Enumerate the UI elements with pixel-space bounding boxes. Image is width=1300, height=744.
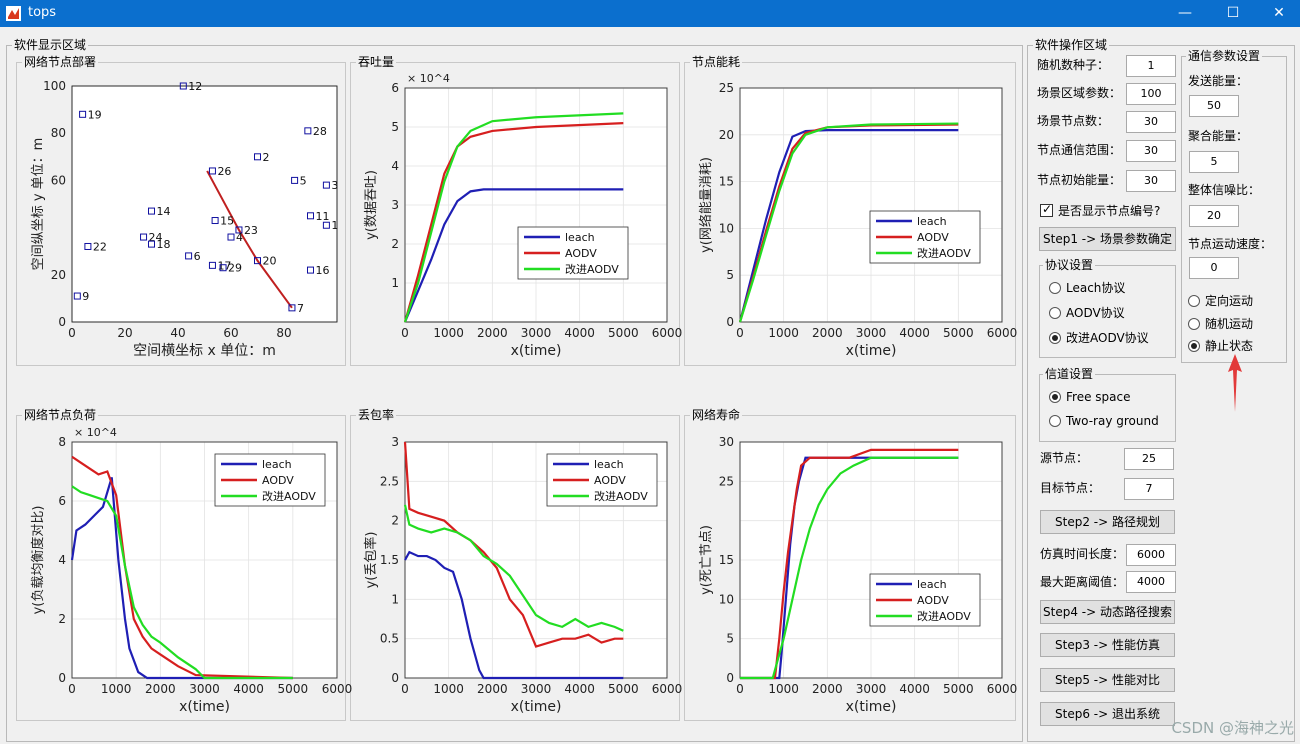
radio-dot[interactable] <box>1188 340 1200 352</box>
operation-area-title: 软件操作区域 <box>1033 38 1110 52</box>
radio-random-label: 随机运动 <box>1205 317 1254 331</box>
chart-title-load: 网络节点负荷 <box>22 408 99 422</box>
radio-two-ray[interactable]: Two-ray ground <box>1049 414 1159 428</box>
radio-dot[interactable] <box>1049 415 1061 427</box>
radio-leach-label: Leach协议 <box>1066 281 1126 295</box>
radio-dot[interactable] <box>1049 282 1061 294</box>
chart-title-loss: 丢包率 <box>356 408 397 422</box>
radio-improved-aodv-label: 改进AODV协议 <box>1066 331 1149 345</box>
radio-directional-motion[interactable]: 定向运动 <box>1188 294 1253 308</box>
energy-input[interactable]: 30 <box>1126 170 1176 192</box>
radio-dot[interactable] <box>1049 332 1061 344</box>
chart-box-throughput <box>350 62 680 366</box>
chart-title-energy: 节点能耗 <box>690 55 743 69</box>
minimize-button[interactable]: — <box>1178 5 1192 21</box>
step1-button[interactable]: Step1 -> 场景参数确定 <box>1039 227 1176 251</box>
step2-button[interactable]: Step2 -> 路径规划 <box>1040 510 1175 534</box>
max-range-input[interactable]: 4000 <box>1126 571 1176 593</box>
chart-box-deployment <box>16 62 346 366</box>
checkbox-box[interactable] <box>1040 202 1053 217</box>
channel-group <box>1039 374 1176 442</box>
display-area-panel <box>6 45 1023 742</box>
radio-directional-label: 定向运动 <box>1205 294 1254 308</box>
operation-area-panel <box>1027 45 1295 742</box>
radio-aodv-label: AODV协议 <box>1066 306 1125 320</box>
radio-improved-aodv[interactable]: 改进AODV协议 <box>1049 331 1149 345</box>
nodes-input[interactable]: 30 <box>1126 111 1176 133</box>
radio-free-space[interactable]: Free space <box>1049 390 1130 404</box>
speed-label: 节点运动速度： <box>1188 237 1273 251</box>
watermark: CSDN @海神之光 <box>1171 719 1294 737</box>
source-node-input[interactable]: 25 <box>1124 448 1174 470</box>
sim-time-input[interactable]: 6000 <box>1126 544 1176 566</box>
close-button[interactable]: ✕ <box>1273 5 1285 21</box>
aggregate-energy-label: 聚合能量： <box>1188 129 1249 143</box>
radio-dot[interactable] <box>1188 295 1200 307</box>
show-ids-checkbox[interactable]: 是否显示节点编号? <box>1040 202 1160 219</box>
chart-box-load <box>16 415 346 721</box>
range-label: 节点通信范围： <box>1037 143 1122 157</box>
nodes-label: 场景节点数： <box>1037 114 1110 128</box>
chart-box-energy <box>684 62 1016 366</box>
step3-button[interactable]: Step3 -> 性能仿真 <box>1040 633 1175 657</box>
chart-box-loss <box>350 415 680 721</box>
target-node-input[interactable]: 7 <box>1124 478 1174 500</box>
chart-box-lifetime <box>684 415 1016 721</box>
step6-button[interactable]: Step6 -> 退出系统 <box>1040 702 1175 726</box>
sim-time-label: 仿真时间长度： <box>1040 547 1125 561</box>
aggregate-energy-input[interactable]: 5 <box>1189 151 1239 173</box>
radio-dot[interactable] <box>1049 391 1061 403</box>
area-input[interactable]: 100 <box>1126 83 1176 105</box>
show-ids-label: 是否显示节点编号? <box>1058 204 1161 218</box>
radio-aodv[interactable]: AODV协议 <box>1049 306 1125 320</box>
seed-label: 随机数种子： <box>1037 58 1110 72</box>
send-energy-label: 发送能量： <box>1188 74 1249 88</box>
area-label: 场景区域参数： <box>1037 86 1122 100</box>
step5-button[interactable]: Step5 -> 性能对比 <box>1040 668 1175 692</box>
chart-title-throughput: 吞吐量 <box>356 55 397 69</box>
maximize-button[interactable]: ☐ <box>1226 5 1240 21</box>
title-bar: tops — ☐ ✕ <box>0 0 1300 27</box>
seed-input[interactable]: 1 <box>1126 55 1176 77</box>
radio-free-space-label: Free space <box>1066 390 1131 404</box>
radio-dot[interactable] <box>1188 318 1200 330</box>
display-area-title: 软件显示区域 <box>12 38 89 52</box>
radio-dot[interactable] <box>1049 307 1061 319</box>
range-input[interactable]: 30 <box>1126 140 1176 162</box>
protocol-group-title: 协议设置 <box>1043 258 1096 272</box>
channel-group-title: 信道设置 <box>1043 367 1096 381</box>
snr-label: 整体信噪比： <box>1188 183 1261 197</box>
red-arrow-icon <box>1228 354 1242 412</box>
chart-title-deployment: 网络节点部署 <box>22 55 99 69</box>
radio-static-state[interactable]: 静止状态 <box>1188 339 1253 353</box>
radio-random-motion[interactable]: 随机运动 <box>1188 317 1253 331</box>
source-node-label: 源节点： <box>1040 451 1089 465</box>
chart-title-lifetime: 网络寿命 <box>690 408 743 422</box>
radio-leach[interactable]: Leach协议 <box>1049 281 1125 295</box>
send-energy-input[interactable]: 50 <box>1189 95 1239 117</box>
max-range-label: 最大距离阈值： <box>1040 575 1125 589</box>
target-node-label: 目标节点： <box>1040 481 1101 495</box>
matlab-icon <box>6 6 21 21</box>
speed-input[interactable]: 0 <box>1189 257 1239 279</box>
protocol-group <box>1039 265 1176 358</box>
window-title: tops <box>28 5 57 20</box>
step4-button[interactable]: Step4 -> 动态路径搜索 <box>1040 600 1175 624</box>
snr-input[interactable]: 20 <box>1189 205 1239 227</box>
radio-two-ray-label: Two-ray ground <box>1066 414 1159 428</box>
comm-params-title: 通信参数设置 <box>1186 49 1263 63</box>
energy-label: 节点初始能量： <box>1037 173 1122 187</box>
radio-static-label: 静止状态 <box>1205 339 1254 353</box>
